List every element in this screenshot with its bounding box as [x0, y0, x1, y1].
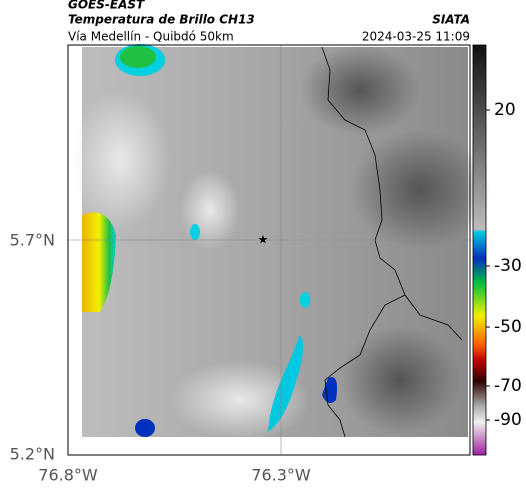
- colorbar-tick-label: 20: [494, 100, 516, 120]
- satellite-image: [70, 44, 490, 440]
- map-frame: [67, 44, 471, 456]
- colorbar-tick-label: -70: [494, 376, 522, 396]
- lon-label: 76.3°W: [251, 466, 311, 485]
- city-marker: ★: [258, 233, 269, 247]
- colorbar-tick-label: -50: [494, 317, 522, 337]
- title: Temperatura de Brillo CH13: [68, 13, 255, 27]
- lon-label: 76.8°W: [38, 466, 98, 485]
- source-label: GOES-EAST: [68, 0, 145, 12]
- colorbar-tick-label: -90: [494, 410, 522, 430]
- org-label: SIATA: [432, 13, 470, 27]
- border: [321, 46, 463, 438]
- lat-label: 5.7°N: [10, 231, 55, 250]
- lat-label: 5.2°N: [10, 445, 55, 464]
- colorbar-tick-label: -30: [494, 256, 522, 276]
- subtitle: Vía Medellín - Quibdó 50km: [68, 30, 234, 44]
- timestamp: 2024-03-25 11:09: [362, 30, 470, 44]
- colorbar: [472, 44, 487, 456]
